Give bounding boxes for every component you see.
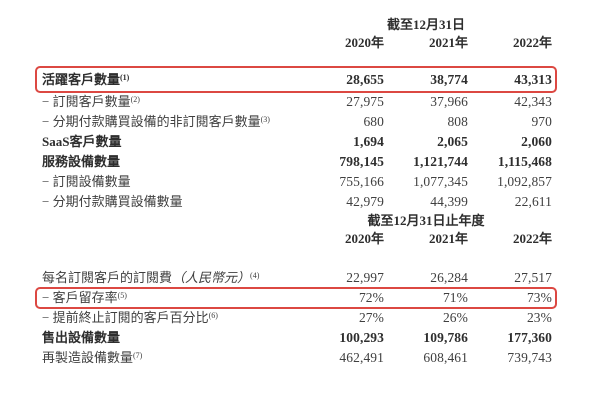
metric-label: SaaS客戶數量 <box>42 134 122 149</box>
metric-value-2022: 970 <box>531 114 552 129</box>
footnote-marker: (3) <box>260 115 270 124</box>
metric-value-2021: 71% <box>442 290 468 305</box>
row-subscription-devices: − 訂閱設備數量 755,166 1,077,345 1,092,857 <box>42 172 552 192</box>
year-header-2020: 2020年 <box>344 231 384 246</box>
year-header-2022: 2022年 <box>512 231 552 246</box>
metric-value-2020: 680 <box>363 114 384 129</box>
metric-value-2022: 73% <box>526 290 552 305</box>
metric-value-2021: 1,077,345 <box>413 174 468 189</box>
metric-value-2021: 38,774 <box>430 72 468 87</box>
footnote-marker: (6) <box>208 311 218 320</box>
metric-value-2020: 72% <box>358 290 384 305</box>
metric-value-2022: 27,517 <box>514 270 552 285</box>
metric-label: 服務設備數量 <box>42 154 121 169</box>
metric-value-2020: 22,997 <box>346 270 384 285</box>
table2-rows: 每名訂閱客戶的訂閱費（人民幣元）(4) 22,997 26,284 27,517… <box>35 268 557 368</box>
table-customer-device-counts: 截至12月31日 2020年 2021年 2022年 活躍客戶數量(1) 28,… <box>35 16 557 212</box>
table1-rows: 活躍客戶數量(1) 28,655 38,774 43,313 − 訂閱客戶數量(… <box>35 66 557 212</box>
metric-value-2021: 37,966 <box>430 94 468 109</box>
row-serviced-devices: 服務設備數量 798,145 1,121,744 1,115,468 <box>42 152 552 172</box>
metric-value-2021: 109,786 <box>423 330 468 345</box>
metric-value-2021: 608,461 <box>423 350 468 365</box>
footnote-marker: (2) <box>130 95 140 104</box>
year-header-2020: 2020年 <box>344 35 384 50</box>
metric-value-2021: 26,284 <box>430 270 468 285</box>
year-header-2021: 2021年 <box>428 35 468 50</box>
metric-label: 再製造設備數量(7) <box>42 350 143 365</box>
year-header-2021: 2021年 <box>428 231 468 246</box>
metric-value-2022: 22,611 <box>514 194 552 209</box>
metric-value-2022: 1,115,468 <box>497 154 552 169</box>
metric-value-2020: 462,491 <box>339 350 384 365</box>
metric-label: − 提前終止訂閱的客戶百分比(6) <box>42 310 218 325</box>
metric-value-2022: 177,360 <box>507 330 552 345</box>
metric-value-2020: 27,975 <box>346 94 384 109</box>
metric-value-2022: 739,743 <box>507 350 552 365</box>
metric-value-2022: 42,343 <box>514 94 552 109</box>
footnote-marker: (7) <box>133 351 143 360</box>
footnote-marker: (1) <box>120 73 130 82</box>
metric-label: − 分期付款購買設備的非訂閱客戶數量(3) <box>42 114 270 129</box>
metric-label-unit: （人民幣元） <box>172 270 251 285</box>
metric-label: − 訂閱設備數量 <box>42 174 131 189</box>
metric-value-2022: 23% <box>526 310 552 325</box>
row-early-termination-percentage: − 提前終止訂閱的客戶百分比(6) 27% 26% 23% <box>42 308 552 328</box>
metric-value-2021: 808 <box>447 114 468 129</box>
metric-value-2021: 44,399 <box>430 194 468 209</box>
metric-value-2022: 43,313 <box>514 72 552 87</box>
row-saas-customers: SaaS客戶數量 1,694 2,065 2,060 <box>42 132 552 152</box>
metric-value-2021: 2,065 <box>437 134 468 149</box>
metric-label: − 客戶留存率(5) <box>42 290 127 305</box>
row-subscription-customers: − 訂閱客戶數量(2) 27,975 37,966 42,343 <box>42 92 552 112</box>
period-header-row: 截至12月31日止年度 <box>42 212 552 229</box>
metric-value-2020: 42,979 <box>346 194 384 209</box>
period-header: 截至12月31日 <box>386 17 465 32</box>
footnote-marker: (4) <box>250 271 260 280</box>
metric-value-2020: 27% <box>358 310 384 325</box>
metric-label: 售出設備數量 <box>42 330 121 345</box>
metric-value-2020: 755,166 <box>339 174 384 189</box>
metric-label: − 訂閱客戶數量(2) <box>42 94 140 109</box>
year-header-2022: 2022年 <box>512 35 552 50</box>
row-installment-non-subscription-customers: − 分期付款購買設備的非訂閱客戶數量(3) 680 808 970 <box>42 112 552 132</box>
year-header-row: 2020年 2021年 2022年 <box>42 229 552 249</box>
row-customer-retention-rate: − 客戶留存率(5) 72% 71% 73% <box>35 287 557 309</box>
metric-value-2022: 2,060 <box>521 134 552 149</box>
metric-value-2022: 1,092,857 <box>497 174 552 189</box>
row-remanufactured-devices: 再製造設備數量(7) 462,491 608,461 739,743 <box>42 348 552 368</box>
row-active-customers: 活躍客戶數量(1) 28,655 38,774 43,313 <box>35 66 557 93</box>
metric-value-2020: 1,694 <box>353 134 384 149</box>
metric-value-2020: 100,293 <box>339 330 384 345</box>
year-header-row: 2020年 2021年 2022年 <box>42 33 552 53</box>
metric-label: 每名訂閱客戶的訂閱費（人民幣元）(4) <box>42 270 260 285</box>
metric-value-2021: 1,121,744 <box>413 154 468 169</box>
metric-value-2020: 798,145 <box>339 154 384 169</box>
metric-label: 活躍客戶數量(1) <box>42 72 130 87</box>
table-subscription-metrics: 截至12月31日止年度 2020年 2021年 2022年 每名訂閱客戶的訂閱費… <box>0 212 600 368</box>
row-subscription-fee-per-customer: 每名訂閱客戶的訂閱費（人民幣元）(4) 22,997 26,284 27,517 <box>42 268 552 288</box>
metric-label: − 分期付款購買設備數量 <box>42 194 183 209</box>
row-devices-sold: 售出設備數量 100,293 109,786 177,360 <box>42 328 552 348</box>
row-installment-purchased-devices: − 分期付款購買設備數量 42,979 44,399 22,611 <box>42 192 552 212</box>
period-header-row: 截至12月31日 <box>42 16 552 33</box>
metric-value-2021: 26% <box>442 310 468 325</box>
metric-value-2020: 28,655 <box>346 72 384 87</box>
period-header: 截至12月31日止年度 <box>367 213 485 228</box>
footnote-marker: (5) <box>117 291 127 300</box>
